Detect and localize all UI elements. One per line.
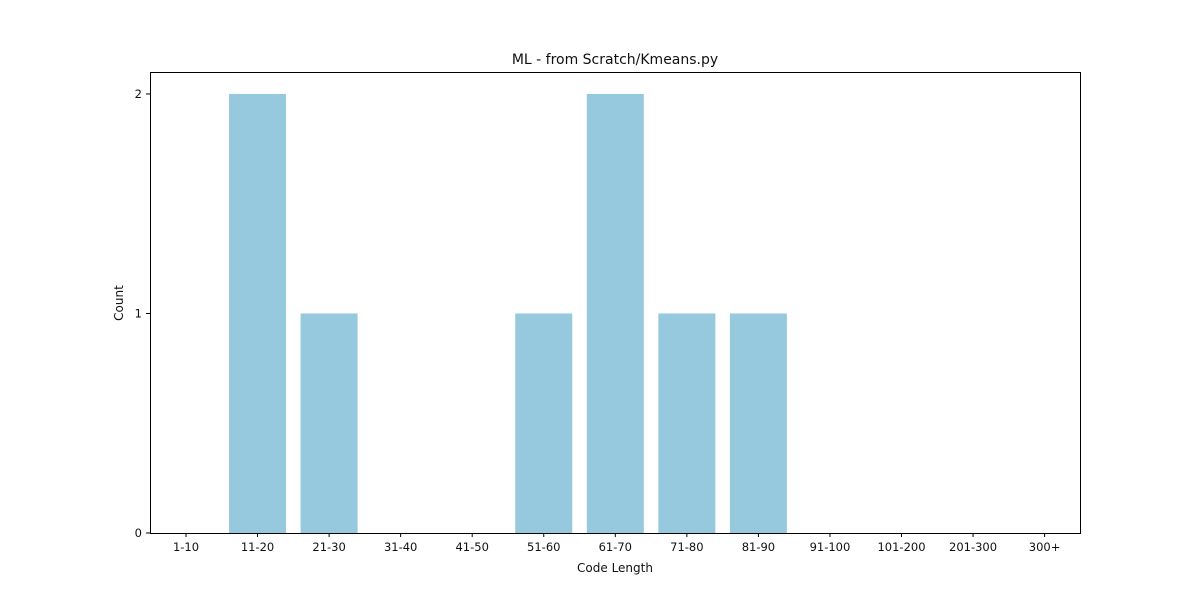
x-tick-label: 91-100 [810, 540, 851, 554]
bar-11-20 [229, 93, 287, 533]
x-tick-label: 61-70 [599, 540, 632, 554]
y-tick-label: 1 [135, 306, 142, 320]
x-axis-label: Code Length [577, 561, 653, 575]
bar-61-70 [586, 93, 644, 533]
x-tick-label: 300+ [1029, 540, 1061, 554]
y-tick-label: 0 [135, 526, 142, 540]
x-tick-label: 21-30 [312, 540, 345, 554]
chart-title: ML - from Scratch/Kmeans.py [512, 52, 718, 68]
x-tick-label: 41-50 [455, 540, 488, 554]
bar-51-60 [515, 313, 573, 533]
axes-frame [150, 72, 1081, 534]
x-tick-label: 51-60 [527, 540, 560, 554]
x-tick-label: 1-10 [173, 540, 199, 554]
bar-21-30 [300, 313, 358, 533]
x-tick-label: 11-20 [241, 540, 274, 554]
x-tick-label: 81-90 [742, 540, 775, 554]
y-axis-ticks: 0 1 2 [135, 87, 150, 540]
x-tick-label: 31-40 [384, 540, 417, 554]
x-tick-label: 101-200 [877, 540, 925, 554]
x-tick-label: 201-300 [949, 540, 997, 554]
y-tick-label: 2 [135, 87, 142, 101]
bar-71-80 [658, 313, 716, 533]
bar-81-90 [729, 313, 787, 533]
x-tick-label: 71-80 [670, 540, 703, 554]
x-axis-ticks: 1-10 11-20 21-30 31-40 41-50 51-60 61-70 71-80 8… [173, 533, 1060, 554]
y-axis-label: Count [112, 285, 126, 321]
bars-layer [229, 93, 787, 533]
